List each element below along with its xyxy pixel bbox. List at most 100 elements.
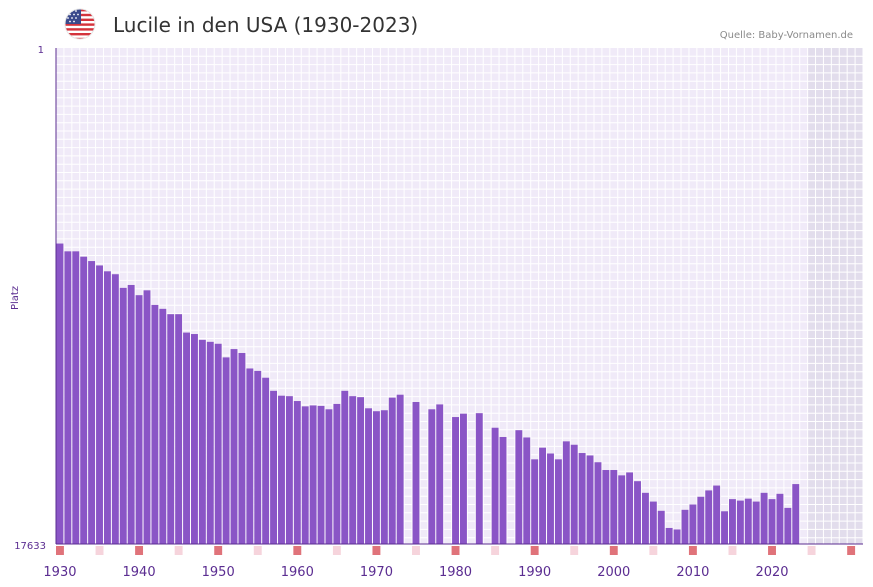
bar-1956 (270, 390, 278, 544)
decade-marker-1938 (135, 546, 144, 555)
bar-2017 (752, 501, 760, 544)
bar-1934 (96, 265, 103, 544)
x-tick-1940: 1940 (123, 565, 156, 580)
bar-1994 (570, 444, 578, 544)
decade-marker-1993 (570, 546, 579, 555)
x-tick-1960: 1960 (281, 565, 314, 580)
decade-marker-1948 (214, 546, 223, 555)
bar-2015 (736, 500, 744, 544)
decade-marker-1943 (174, 546, 183, 555)
decade-marker-2008 (688, 546, 697, 555)
bar-1962 (317, 405, 325, 544)
bar-2020 (776, 493, 784, 544)
bar-1968 (365, 408, 372, 544)
bar-1972 (396, 394, 404, 544)
bar-1965 (341, 390, 349, 544)
bar-1998 (602, 470, 610, 544)
decade-marker-1988 (530, 546, 539, 555)
bar-1952 (238, 352, 246, 544)
x-tick-1950: 1950 (202, 565, 235, 580)
bar-2021 (784, 507, 792, 544)
bar-1974 (412, 401, 420, 544)
bar-2008 (681, 509, 689, 544)
bar-2012 (713, 485, 721, 544)
axes (55, 48, 863, 545)
bar-2001 (626, 472, 634, 544)
decade-marker-2018 (768, 546, 776, 555)
source-credit: Quelle: Baby-Vornamen.de (719, 30, 853, 41)
bar-1957 (278, 395, 285, 544)
bar-1985 (499, 436, 507, 544)
bar-1989 (531, 459, 539, 544)
bar-1991 (547, 453, 554, 544)
bar-1961 (309, 405, 317, 544)
bar-1976 (428, 409, 436, 544)
bar-2016 (744, 498, 752, 544)
y-tick-top: 1 (38, 45, 44, 56)
bar-2000 (618, 475, 626, 544)
bar-1999 (610, 470, 618, 544)
bar-1995 (578, 453, 586, 544)
bar-1959 (293, 401, 301, 544)
bar-1947 (198, 339, 206, 544)
bar-2007 (673, 529, 681, 544)
bar-1990 (539, 447, 547, 544)
bar-1944 (175, 314, 183, 544)
bar-2014 (729, 499, 736, 544)
bar-2002 (634, 481, 641, 544)
bar-1987 (515, 430, 523, 544)
bar-1954 (254, 370, 262, 544)
bar-2022 (792, 484, 800, 544)
x-tick-1990: 1990 (518, 565, 551, 580)
y-axis-label: Platz (10, 286, 21, 310)
decade-markers (56, 546, 856, 555)
bar-2005 (657, 510, 665, 544)
chart-title: Lucile in den USA (1930-2023) (113, 13, 419, 37)
bar-1945 (183, 332, 190, 544)
bar-1940 (143, 290, 151, 544)
bar-1960 (301, 406, 309, 544)
decade-marker-1968 (372, 546, 381, 555)
decade-marker-1953 (253, 546, 262, 555)
bar-1950 (222, 357, 230, 544)
bar-1997 (594, 462, 602, 544)
decade-marker-1983 (491, 546, 500, 555)
bar-1929 (56, 243, 64, 544)
bar-1942 (159, 308, 167, 544)
x-tick-2010: 2010 (676, 565, 709, 580)
bar-1955 (262, 377, 270, 544)
bar-1977 (436, 404, 444, 544)
bar-1984 (491, 427, 499, 544)
bar-1935 (103, 271, 111, 544)
bar-1967 (357, 397, 365, 544)
x-tick-1930: 1930 (43, 565, 76, 580)
grid-lines (55, 48, 864, 544)
bar-series (56, 243, 800, 544)
x-tick-1980: 1980 (439, 565, 472, 580)
bar-1966 (349, 396, 357, 544)
bar-1943 (167, 314, 175, 544)
bar-1949 (214, 343, 222, 544)
decade-marker-2023 (807, 546, 816, 555)
decade-marker-2013 (728, 546, 737, 555)
decade-marker-1963 (332, 546, 341, 555)
bar-1980 (460, 413, 467, 544)
bar-1930 (64, 251, 72, 544)
bar-1958 (285, 396, 293, 544)
bar-2004 (649, 501, 657, 544)
bar-1946 (191, 334, 198, 544)
decade-marker-1933 (95, 546, 104, 555)
bar-1969 (372, 411, 380, 544)
decade-marker-2028 (847, 546, 856, 555)
bar-1953 (246, 368, 254, 544)
x-tick-2000: 2000 (597, 565, 630, 580)
x-tick-1970: 1970 (360, 565, 393, 580)
bar-2011 (705, 490, 713, 544)
bar-2018 (760, 492, 768, 544)
usa-flag-icon (64, 8, 96, 40)
bar-1931 (72, 251, 80, 544)
bar-2003 (641, 492, 649, 544)
bar-1993 (562, 441, 570, 544)
bar-1982 (475, 413, 483, 544)
